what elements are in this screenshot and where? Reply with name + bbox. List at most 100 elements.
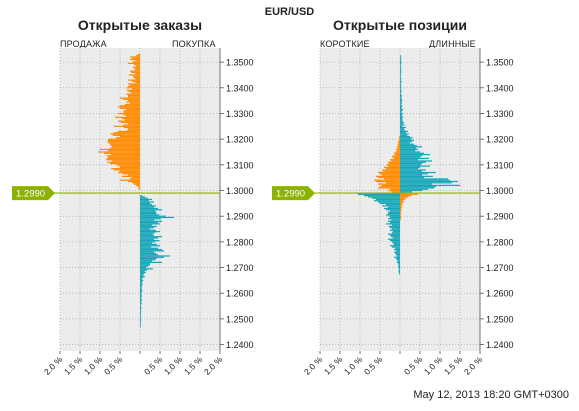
orders-bar-right xyxy=(140,318,141,320)
positions-bar-right xyxy=(400,177,424,179)
positions-bar-right xyxy=(400,139,414,142)
positions-bar-right xyxy=(400,110,402,112)
positions-price-tick-label: 1.2800 xyxy=(486,237,514,247)
positions-bar-left xyxy=(390,234,400,237)
positions-bar-left xyxy=(392,241,400,243)
orders-bar-left xyxy=(127,129,140,131)
orders-bar-right xyxy=(140,261,162,264)
orders-bar-right xyxy=(140,278,142,280)
positions-bar-left xyxy=(372,197,400,199)
positions-current-price-tag xyxy=(272,186,315,201)
positions-bar-left xyxy=(398,141,400,143)
orders-bar-right xyxy=(140,263,150,265)
orders-bar-right xyxy=(140,232,156,234)
positions-bar-right xyxy=(400,201,404,203)
positions-bar-left xyxy=(397,260,400,262)
positions-bar-right xyxy=(400,161,426,163)
orders-bar-left xyxy=(136,184,140,186)
orders-bar-right xyxy=(140,227,154,229)
positions-bar-left xyxy=(386,168,400,170)
orders-bar-left xyxy=(110,162,140,165)
orders-bar-left xyxy=(118,106,140,108)
positions-bar-right xyxy=(400,65,402,67)
positions-bar-left xyxy=(386,204,400,206)
orders-bar-left xyxy=(112,160,140,162)
orders-bar-left xyxy=(110,133,140,135)
orders-bar-left xyxy=(132,75,140,77)
positions-bar-right xyxy=(400,92,402,94)
positions-bar-right xyxy=(400,128,404,130)
positions-bar-right xyxy=(400,101,402,103)
positions-bar-right xyxy=(400,214,401,216)
orders-bar-left xyxy=(124,126,140,129)
positions-bar-left xyxy=(380,186,400,188)
positions-bar-left xyxy=(396,255,400,257)
positions-bar-right xyxy=(400,132,406,134)
positions-bar-left xyxy=(398,268,400,270)
positions-bar-right xyxy=(400,179,450,181)
positions-percent-tick-label: 0.5 % xyxy=(402,354,425,377)
positions-bar-left xyxy=(374,200,400,202)
orders-price-tick-label: 1.3000 xyxy=(226,186,254,196)
positions-bar-right xyxy=(400,150,416,152)
positions-bar-right xyxy=(400,109,404,111)
orders-bar-right xyxy=(140,230,160,233)
positions-bar-right xyxy=(400,166,420,169)
positions-bar-right xyxy=(400,207,402,210)
positions-bar-right xyxy=(400,66,401,68)
positions-bar-left xyxy=(395,151,400,153)
positions-bar-left xyxy=(388,233,400,235)
positions-bar-right xyxy=(400,79,401,81)
positions-bar-left xyxy=(390,222,400,224)
orders-bar-right xyxy=(140,202,150,204)
orders-bar-right xyxy=(140,281,143,283)
positions-bar-left xyxy=(396,148,400,151)
orders-bar-left xyxy=(135,60,140,62)
positions-bar-right xyxy=(400,70,402,72)
positions-bar-right xyxy=(400,96,402,98)
positions-bar-right xyxy=(400,209,402,211)
positions-bar-left xyxy=(395,153,400,156)
orders-current-price-label: 1.2990 xyxy=(16,189,45,200)
orders-bar-left xyxy=(120,170,140,172)
positions-bar-left xyxy=(395,252,400,255)
positions-percent-tick-label: 1.0 % xyxy=(342,354,365,377)
orders-bar-left xyxy=(126,89,140,91)
orders-bar-right xyxy=(140,315,141,317)
positions-bar-right xyxy=(400,215,401,217)
positions-bar-left xyxy=(398,137,400,139)
orders-bar-left xyxy=(131,71,140,74)
orders-price-tick-label: 1.2400 xyxy=(226,340,254,350)
positions-bar-left xyxy=(380,202,400,204)
positions-bar-left xyxy=(388,211,400,213)
orders-bar-left xyxy=(116,137,140,139)
orders-bar-right xyxy=(140,291,142,293)
orders-bar-left xyxy=(120,97,140,99)
orders-bar-right xyxy=(140,324,141,326)
positions-bar-left xyxy=(382,174,400,176)
positions-bar-right xyxy=(400,116,404,118)
orders-bar-left xyxy=(106,159,140,161)
positions-bar-right xyxy=(400,118,402,120)
orders-bar-right xyxy=(140,213,156,215)
orders-bar-left xyxy=(130,70,140,72)
positions-bar-right xyxy=(400,111,402,113)
positions-bar-right xyxy=(400,119,403,121)
positions-price-tick-label: 1.3200 xyxy=(486,135,514,145)
positions-bar-right xyxy=(400,153,430,156)
orders-bar-right xyxy=(140,320,141,323)
orders-bar-left xyxy=(131,92,140,94)
orders-bar-right xyxy=(140,200,149,202)
orders-percent-tick-label: 1.0 % xyxy=(162,354,185,377)
orders-bar-left xyxy=(128,83,140,85)
positions-bar-right xyxy=(400,171,436,174)
positions-bar-right xyxy=(400,196,408,198)
orders-bar-left xyxy=(135,78,140,80)
positions-bar-right xyxy=(400,187,434,189)
positions-price-tick-label: 1.2900 xyxy=(486,212,514,222)
positions-bar-right xyxy=(400,121,404,124)
positions-bar-right xyxy=(400,97,402,99)
orders-price-tick-label: 1.3300 xyxy=(226,109,254,119)
orders-bar-right xyxy=(140,198,152,201)
